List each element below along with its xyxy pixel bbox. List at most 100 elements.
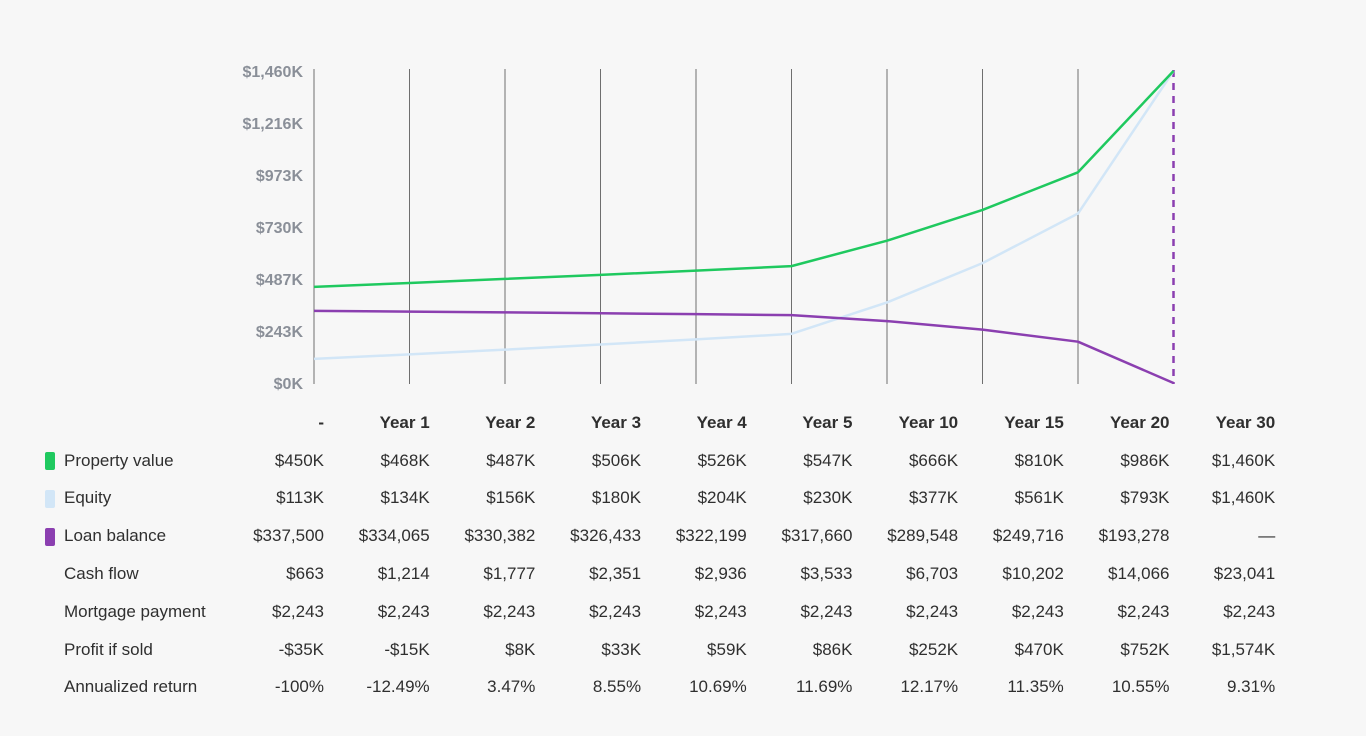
table-cell: $204K xyxy=(697,488,747,508)
table-cell: $663 xyxy=(286,564,324,584)
table-row: Cash flow $663 $1,214 $1,777 $2,351 $2,936 $3,… xyxy=(0,555,1275,593)
table-cell: $526K xyxy=(697,450,747,470)
table-cell: $2,243 xyxy=(1117,601,1170,621)
table-cell: 3.47% xyxy=(487,677,536,697)
y-tick-label: $973K xyxy=(256,168,304,185)
table-cell: $3,533 xyxy=(800,564,853,584)
table-cell: $326,433 xyxy=(570,526,642,546)
swatch-cell xyxy=(0,631,64,669)
table-cell: $322,199 xyxy=(675,526,747,546)
table-cell: $1,777 xyxy=(483,564,536,584)
x-tick-label: Year 2 xyxy=(485,412,536,432)
swatch-cell xyxy=(0,555,64,593)
table-cell: -$35K xyxy=(278,639,324,659)
table-cell: $86K xyxy=(812,639,853,659)
y-tick-label: $1,460K xyxy=(243,64,304,81)
table-cell: -12.49% xyxy=(366,677,430,697)
table-row: Mortgage payment $2,243 $2,243 $2,243 $2,243… xyxy=(0,593,1275,631)
table-cell: — xyxy=(1258,526,1276,546)
x-tick-label: Year 20 xyxy=(1109,412,1170,432)
table-cell: $470K xyxy=(1014,639,1064,659)
y-tick-label: $1,216K xyxy=(243,116,304,133)
table-cell: $317,660 xyxy=(781,526,853,546)
table-cell: $450K xyxy=(274,450,324,470)
line-chart: $0K $243K $487K $730K $973K $1,216K $1,460K xyxy=(243,64,1175,393)
table-cell: $547K xyxy=(803,450,853,470)
data-table: - Year 1 Year 2 Year 3 Year 4 Year 5 Year 10 Ye… xyxy=(0,404,1275,706)
y-tick-label: $730K xyxy=(256,220,304,237)
x-tick-label: Year 1 xyxy=(379,412,430,432)
x-tick-label: - xyxy=(318,412,324,432)
row-label: Mortgage payment xyxy=(64,601,206,621)
table-row: Annualized return -100% -12.49% 3.47% 8.55% 1… xyxy=(0,669,1275,707)
row-label: Property value xyxy=(64,450,174,470)
table-cell: $2,243 xyxy=(483,601,536,621)
x-tick-label: Year 30 xyxy=(1215,412,1276,432)
x-tick-label: Year 3 xyxy=(590,412,642,432)
table-cell: $986K xyxy=(1120,450,1170,470)
table-cell: $10,202 xyxy=(1002,564,1064,584)
swatch-cell xyxy=(0,669,64,707)
legend-swatch xyxy=(45,452,55,471)
x-tick-label: Year 4 xyxy=(696,412,747,432)
table-cell: $156K xyxy=(486,488,536,508)
table-cell: $230K xyxy=(803,488,853,508)
row-label: Profit if sold xyxy=(64,639,153,659)
table-cell: -100% xyxy=(274,677,324,697)
table-cell: 9.31% xyxy=(1226,677,1276,697)
x-tick-label: Year 5 xyxy=(802,412,853,432)
table-cell: $193,278 xyxy=(1098,526,1170,546)
table-cell: $134K xyxy=(380,488,430,508)
table-cell: $1,214 xyxy=(377,564,430,584)
y-tick-label: $487K xyxy=(256,272,304,289)
table-cell: $561K xyxy=(1014,488,1064,508)
table-row: Loan balance $337,500 $334,065 $330,382 $326… xyxy=(0,517,1275,555)
table-cell: $666K xyxy=(908,450,959,470)
table-cell: 10.55% xyxy=(1111,677,1170,697)
series-line-equity xyxy=(313,70,1175,361)
y-tick-label: $243K xyxy=(256,324,304,341)
table-cell: 12.17% xyxy=(900,677,959,697)
table-cell: $506K xyxy=(591,450,642,470)
row-label: Annualized return xyxy=(64,677,198,697)
table-cell: $337,500 xyxy=(253,526,324,546)
table-cell: $2,243 xyxy=(589,601,642,621)
swatch-cell xyxy=(0,517,64,555)
table-cell: $2,351 xyxy=(589,564,642,584)
table-cell: $59K xyxy=(707,639,747,659)
swatch-cell xyxy=(0,593,64,631)
table-row: Profit if sold -$35K -$15K $8K $33K $59K $86K $… xyxy=(0,631,1275,669)
table-header-row: - Year 1 Year 2 Year 3 Year 4 Year 5 Year 10 Ye… xyxy=(0,404,1275,442)
x-tick-label: Year 15 xyxy=(1004,412,1064,432)
table-cell: $8K xyxy=(505,639,536,659)
table-row: Property value $450K $468K $487K $506K $526K $… xyxy=(0,442,1275,480)
header-spacer xyxy=(64,404,250,442)
table-cell: $334,065 xyxy=(358,526,430,546)
y-tick-label: $0K xyxy=(274,376,304,393)
table-cell: $330,382 xyxy=(464,526,536,546)
table-cell: $2,243 xyxy=(1223,601,1276,621)
table-cell: $468K xyxy=(380,450,430,470)
table-cell: $113K xyxy=(276,488,324,508)
table-cell: $14,066 xyxy=(1108,564,1170,584)
table-cell: $2,243 xyxy=(1011,601,1064,621)
table-cell: $33K xyxy=(601,639,642,659)
table-cell: 11.35% xyxy=(1007,677,1064,697)
table-cell: $2,243 xyxy=(377,601,430,621)
table-row: Equity $113K $134K $156K $180K $204K $230K $377… xyxy=(0,480,1275,518)
table-cell: $180K xyxy=(591,488,642,508)
table-cell: $2,243 xyxy=(906,601,959,621)
legend-swatch xyxy=(45,490,55,508)
table-cell: $2,243 xyxy=(694,601,747,621)
table-cell: $1,460K xyxy=(1211,450,1276,470)
table-cell: $1,574K xyxy=(1211,639,1276,659)
table-cell: $2,243 xyxy=(272,601,324,621)
table-cell: $249,716 xyxy=(992,526,1064,546)
table-cell: $793K xyxy=(1120,488,1170,508)
table-cell: $810K xyxy=(1014,450,1064,470)
table-cell: $487K xyxy=(486,450,536,470)
swatch-cell xyxy=(0,480,64,518)
legend-swatch xyxy=(45,527,55,546)
swatch-cell xyxy=(0,442,64,480)
